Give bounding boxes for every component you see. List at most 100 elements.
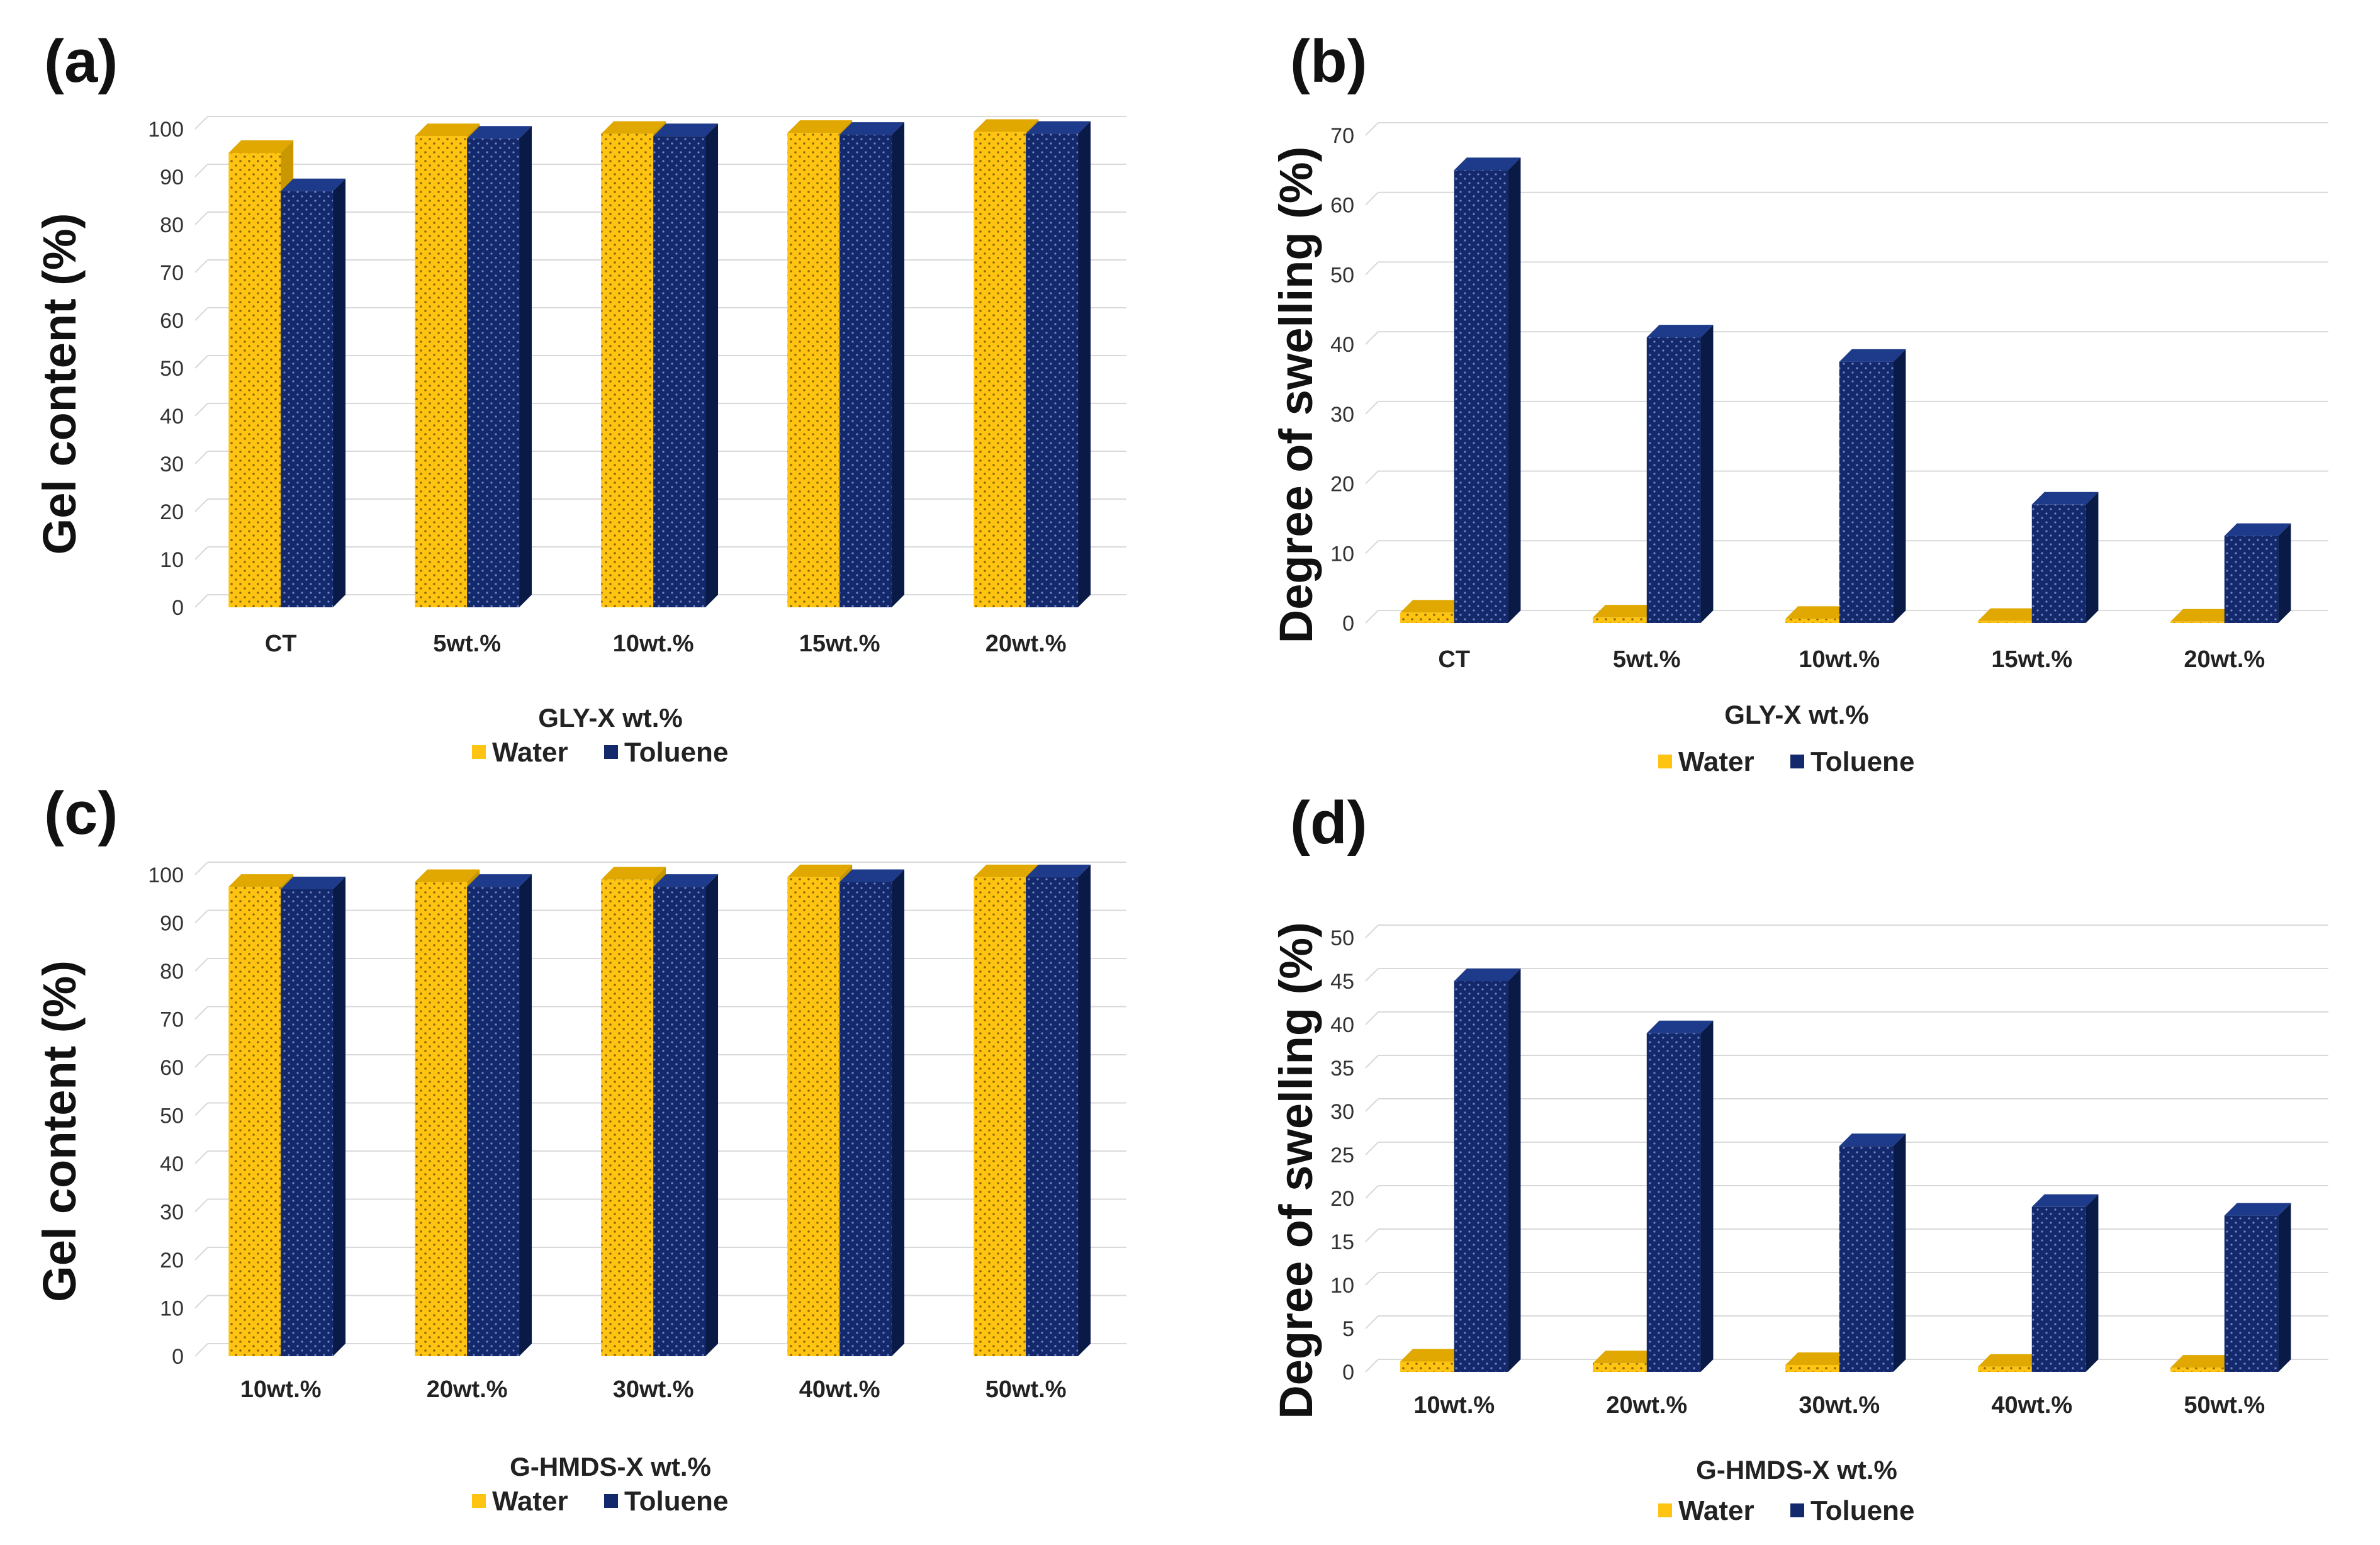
y-tick-label: 30	[1330, 403, 1354, 427]
bar-top	[228, 874, 294, 887]
y-tick-label: 100	[148, 863, 184, 887]
y-tick-label: 40	[1330, 333, 1354, 357]
bar-top	[228, 140, 294, 153]
bar-front	[1839, 361, 1894, 623]
gridline-slant	[194, 451, 208, 464]
x-category-label: CT	[265, 631, 297, 657]
bar-top	[787, 864, 853, 877]
bar-top	[1454, 157, 1521, 171]
bar-toluene-1	[467, 874, 532, 1356]
gridline-slant	[194, 1343, 208, 1357]
y-tick-label: 35	[1330, 1057, 1354, 1081]
bar-side	[333, 178, 346, 607]
bar-top	[974, 864, 1039, 877]
legend-swatch-water	[472, 1494, 486, 1508]
gridline-slant	[1365, 1315, 1379, 1329]
x-category-label: 50wt.%	[2184, 1392, 2265, 1419]
bar-top	[1646, 1020, 1714, 1033]
gridline-slant	[194, 403, 208, 417]
bar-front	[2224, 1215, 2279, 1372]
bar-front	[228, 887, 281, 1356]
y-tick-label: 70	[1330, 124, 1354, 148]
gridline-slant	[1365, 122, 1379, 136]
bar-front	[1978, 1366, 2032, 1372]
legend: Water Toluene	[1658, 1495, 1914, 1526]
bar-top	[2224, 523, 2291, 536]
x-category-label: 10wt.%	[240, 1376, 322, 1403]
y-tick-label: 10	[160, 1297, 184, 1321]
y-axis-label: Degree of swelling (%)	[1270, 922, 1322, 1419]
y-tick-label: 20	[1330, 1187, 1354, 1211]
bar-front	[1400, 1361, 1454, 1372]
bar-top	[1839, 1133, 1906, 1147]
bar-front	[415, 882, 468, 1356]
y-tick-label: 20	[1330, 473, 1354, 497]
bar-toluene-3	[2031, 492, 2099, 623]
y-tick-label: 60	[160, 309, 184, 333]
y-tick-label: 0	[172, 596, 184, 620]
bar-top	[415, 123, 480, 137]
x-category-label: 5wt.%	[1613, 646, 1681, 673]
y-tick-label: 70	[160, 1008, 184, 1032]
bar-toluene-1	[1646, 325, 1714, 623]
bar-side	[1700, 325, 1714, 623]
bar-side	[892, 122, 905, 607]
y-tick-label: 10	[1330, 1274, 1354, 1298]
gridline-slant	[194, 546, 208, 560]
y-tick-label: 30	[1330, 1100, 1354, 1124]
chart-panel-3: (d) 0 5 10 15 20 25 30 35 40 45 50 Degree of swellin…	[1270, 789, 2328, 1526]
chart-panel-1: (b) 0 10 20 30 40 50 60 70 Degree of swelling (%)…	[1270, 28, 2328, 777]
bar-top	[1400, 600, 1467, 613]
legend-label: Water	[1678, 1495, 1754, 1526]
bar-side	[519, 126, 532, 607]
gridline-slant	[194, 958, 208, 972]
bar-toluene-2	[653, 874, 719, 1356]
bar-top	[839, 122, 905, 135]
bar-front	[1026, 133, 1079, 608]
bar-toluene-1	[1646, 1020, 1714, 1372]
gridline-slant	[1365, 401, 1379, 415]
bar-toluene-0	[281, 178, 346, 607]
bar-side	[2278, 523, 2291, 623]
bar-front	[1785, 619, 1839, 623]
gridline-slant	[1365, 192, 1379, 206]
gridline-slant	[194, 1006, 208, 1020]
bar-front	[1978, 621, 2032, 623]
panel-letter: (d)	[1290, 789, 1367, 857]
y-tick-label: 50	[1330, 263, 1354, 287]
bar-water-2	[601, 121, 666, 608]
legend-label: Water	[1678, 746, 1754, 777]
y-tick-label: 40	[1330, 1013, 1354, 1037]
bar-front	[2031, 1206, 2086, 1372]
bar-front	[281, 191, 334, 607]
bar-top	[1785, 606, 1852, 619]
x-category-label: 30wt.%	[1799, 1392, 1880, 1419]
legend-swatch-toluene	[604, 745, 618, 759]
bar-front	[2031, 504, 2086, 623]
legend-label: Water	[492, 737, 568, 768]
bar-top	[1593, 1351, 1659, 1364]
bar-front	[1454, 981, 1508, 1372]
legend: Water Toluene	[1658, 746, 1914, 777]
bar-top	[1839, 349, 1906, 362]
y-tick-label: 0	[172, 1345, 184, 1369]
bar-top	[601, 867, 666, 880]
bar-toluene-2	[1839, 1133, 1906, 1372]
bar-top	[1785, 1352, 1852, 1365]
bar-side	[1700, 1020, 1714, 1372]
x-category-label: 50wt.%	[985, 1376, 1067, 1403]
y-tick-label: 50	[160, 357, 184, 381]
x-category-label: CT	[1438, 646, 1470, 673]
bar-top	[2031, 1194, 2099, 1207]
bar-front	[601, 133, 654, 608]
bar-front	[2170, 1368, 2225, 1372]
bar-toluene-4	[1026, 864, 1091, 1356]
y-tick-label: 0	[1342, 1361, 1354, 1385]
bar-top	[2224, 1203, 2291, 1216]
bar-top	[1593, 605, 1659, 618]
bar-side	[2085, 492, 2099, 623]
bar-top	[653, 123, 719, 137]
gridline-slant	[1365, 261, 1379, 276]
gridline-slant	[1365, 1142, 1379, 1155]
bar-top	[281, 876, 346, 889]
